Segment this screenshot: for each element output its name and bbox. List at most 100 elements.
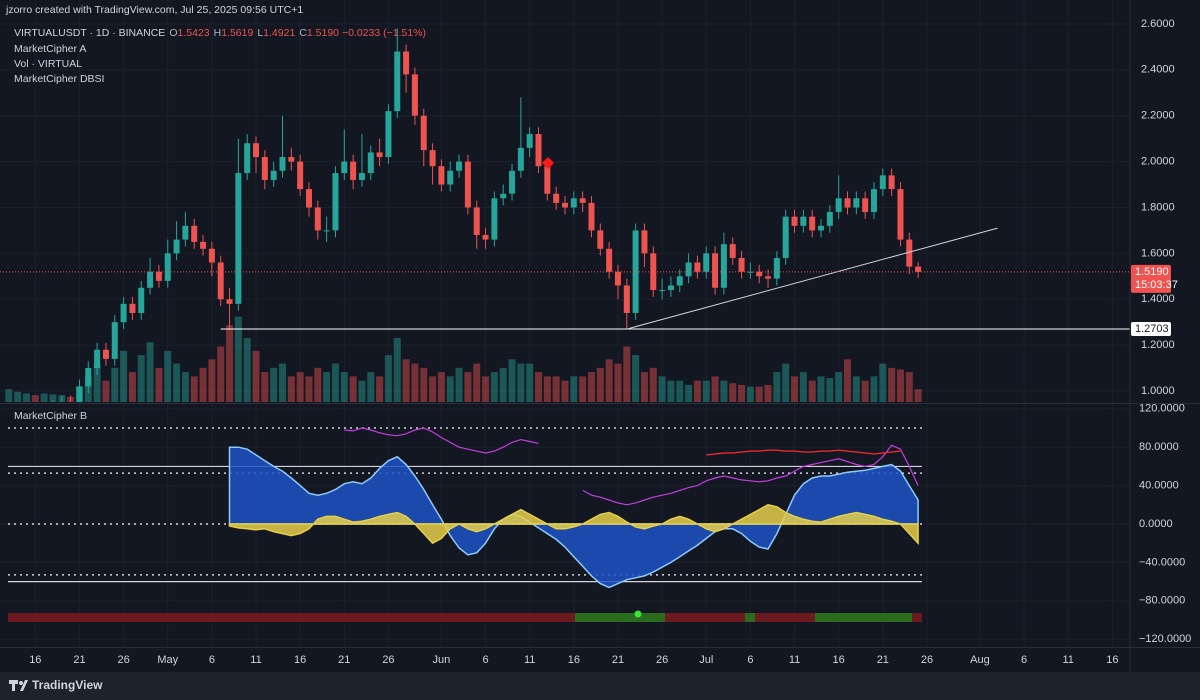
- volume-bar: [376, 376, 384, 402]
- candle-body: [297, 161, 304, 190]
- volume-bar: [693, 380, 701, 402]
- candle-body: [579, 198, 586, 203]
- candle-body: [844, 198, 851, 208]
- candle-body: [906, 239, 913, 267]
- ohlc-value: 1.5423: [177, 27, 210, 39]
- candle-body: [447, 170, 454, 185]
- volume-bar: [252, 350, 260, 402]
- footer-bar: [0, 672, 1200, 700]
- candle-body: [279, 157, 286, 171]
- x-tick-label: 11: [789, 654, 800, 666]
- volume-bar: [402, 359, 410, 402]
- candle-body: [915, 266, 922, 272]
- candle-body: [818, 225, 825, 231]
- x-tick-label: 6: [747, 654, 753, 666]
- candle-body: [456, 161, 463, 171]
- price-tag: [1131, 321, 1171, 336]
- x-tick-label: 21: [612, 654, 624, 666]
- candle-body: [473, 207, 480, 236]
- candle-body: [667, 285, 674, 291]
- volume-bar: [455, 367, 463, 402]
- strip-segment: [665, 613, 745, 622]
- y-tick-label: −120.0000: [1139, 633, 1191, 645]
- volume-bar: [667, 380, 675, 402]
- y-tick-label: 80.0000: [1139, 441, 1179, 453]
- logo-part: [20, 680, 28, 691]
- logo-part: [9, 680, 18, 684]
- candle-body: [641, 230, 648, 254]
- candle-body: [632, 230, 639, 313]
- change: −0.0233 (−1.51%): [341, 27, 426, 39]
- volume-bar: [685, 384, 693, 402]
- candle-body: [888, 175, 895, 190]
- strip-segment: [8, 613, 575, 622]
- volume-bar: [640, 372, 648, 402]
- volume-bar: [587, 372, 595, 402]
- x-tick-label: 26: [382, 654, 394, 666]
- volume-bar: [305, 376, 313, 402]
- candle-body: [138, 287, 145, 313]
- candle-body: [809, 216, 816, 231]
- volume-bar: [676, 380, 684, 402]
- strip-segment: [755, 613, 815, 622]
- y-tick-label: 120.0000: [1139, 403, 1185, 415]
- candle-body: [659, 290, 666, 292]
- candle-body: [288, 157, 295, 162]
- volume-bar: [888, 367, 896, 402]
- candle-body: [376, 152, 383, 158]
- volume-bar: [570, 376, 578, 402]
- candle-body: [235, 173, 242, 304]
- volume-bar: [120, 350, 128, 402]
- y-tick-label: 1.6000: [1141, 247, 1175, 259]
- x-tick-label: 21: [877, 654, 889, 666]
- strip-segment: [815, 613, 912, 622]
- ohlc-key: L: [257, 27, 264, 39]
- ohlc-key: O: [169, 27, 178, 39]
- volume-bar: [287, 376, 295, 402]
- candle-body: [429, 150, 436, 167]
- y-tick-label: 1.4000: [1141, 293, 1175, 305]
- y-tick-label: 40.0000: [1139, 480, 1179, 492]
- candle-body: [253, 143, 260, 158]
- candle-body: [491, 198, 498, 240]
- volume-bar: [490, 372, 498, 402]
- candle-body: [694, 262, 701, 272]
- candle-body: [464, 161, 471, 208]
- volume-bar: [817, 376, 825, 402]
- candle-body: [570, 198, 577, 208]
- volume-bar: [473, 363, 481, 402]
- candle-body: [685, 262, 692, 277]
- volume-bar: [367, 372, 375, 402]
- candle-body: [261, 157, 268, 180]
- candle-body: [129, 303, 136, 313]
- candle-body: [332, 173, 339, 231]
- candle-body: [200, 241, 207, 249]
- candle-body: [765, 276, 772, 279]
- candle-body: [712, 253, 719, 288]
- oscillator-line: [582, 444, 919, 506]
- y-tick-label: 1.2000: [1141, 339, 1175, 351]
- candle-body: [191, 225, 198, 242]
- volume-bar: [835, 372, 843, 402]
- volume-bar: [226, 325, 234, 402]
- volume-bar: [543, 376, 551, 402]
- x-tick-label: Jul: [699, 654, 713, 666]
- ohlc: O1.5423 H1.5619 L1.4921 C1.5190: [165, 27, 339, 39]
- x-tick-label: Jun: [433, 654, 451, 666]
- volume-bar: [137, 355, 145, 402]
- volume-bar: [173, 363, 181, 402]
- logo-part: [19, 681, 23, 685]
- y-tick-label: 2.6000: [1141, 18, 1175, 30]
- volume-bar: [164, 350, 172, 402]
- candle-body: [650, 253, 657, 291]
- ohlc-key: C: [299, 27, 307, 39]
- volume-bar: [720, 380, 728, 402]
- x-tick-label: 6: [482, 654, 488, 666]
- candle-body: [800, 216, 807, 226]
- ohlc-value: 1.5619: [221, 27, 254, 39]
- candle-body: [606, 248, 613, 272]
- volume-bar: [852, 376, 860, 402]
- volume-bar: [746, 386, 754, 402]
- strip-segment: [912, 613, 922, 622]
